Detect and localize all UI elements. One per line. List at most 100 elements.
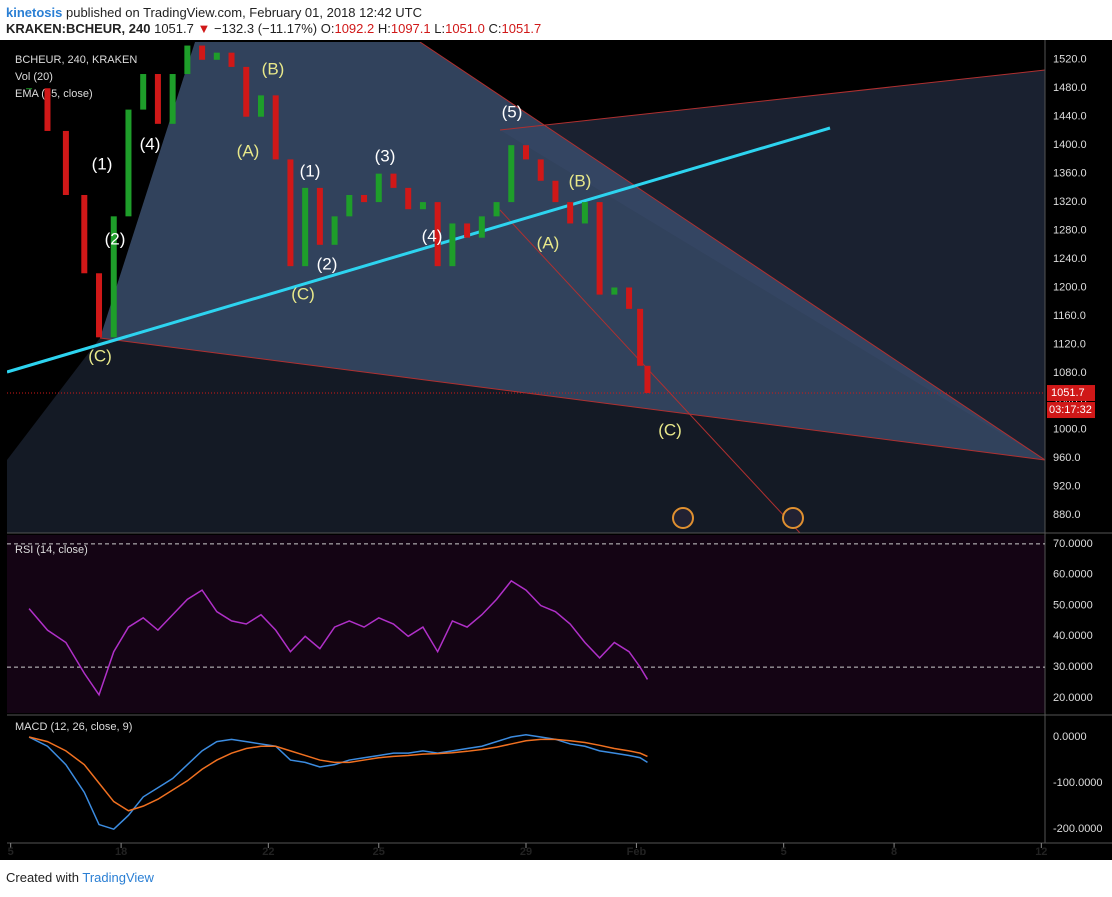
candle [199,45,206,60]
y-tick-label: 20.0000 [1053,692,1093,704]
x-tick-label: 5 [781,846,787,858]
candle [361,194,368,203]
y-tick-label: 50.0000 [1053,599,1093,611]
ohlc-label: O: [320,21,335,36]
candle [493,202,500,217]
x-tick-label: 8 [891,846,897,858]
header: kinetosis published on TradingView.com, … [6,3,541,39]
candle [44,88,51,131]
x-tick-label: 22 [262,846,274,858]
candle [257,95,264,117]
candle [154,74,161,124]
y-tick-label: 880.0 [1053,509,1081,521]
candle [375,173,382,203]
pane-title: BCHEUR, 240, KRAKEN [15,54,137,66]
footer: Created with TradingView [6,870,154,885]
countdown-tag [1047,402,1095,419]
candle [390,173,397,188]
wave-label: (B) [569,171,592,190]
wave-label: (A) [237,141,260,160]
candle [567,202,574,224]
y-tick-label: 1480.0 [1053,82,1087,94]
chart: BCHEUR, 240, KRAKEN Vol (20) EMA (55, cl… [0,40,1112,860]
candle [287,159,294,267]
ohlc-value: 1097.1 [390,21,431,36]
trend-line [419,42,1045,461]
support-line [7,126,831,374]
candle [26,88,33,90]
candle [62,130,69,195]
ohlc-value: 1051.7 [501,21,542,36]
ohlc-value: 1092.2 [334,21,375,36]
candle [581,202,588,224]
change: −132.3 (−11.17%) [213,21,318,36]
event-icon[interactable] [782,507,804,529]
x-tick-label: 12 [1035,846,1047,858]
wave-label: (2) [317,254,338,273]
candle [449,223,456,267]
pane-title: RSI (14, close) [15,544,88,556]
footer-text: Created with [6,870,79,885]
candle [243,66,250,117]
y-tick-label: 1320.0 [1053,196,1087,208]
candle [331,216,338,245]
candle [110,216,117,338]
candle [434,202,441,267]
wave-label: (4) [140,134,161,153]
brand[interactable]: TradingView [82,870,154,885]
fan-area [100,42,1045,460]
ohlc-label: L: [434,21,446,36]
arrow: ▼ [197,21,211,36]
last-price-label: 1051.7 [1051,387,1085,399]
published: published on TradingView.com, February 0… [65,5,423,20]
ohlc: O:1092.2 H:1097.1 L:1051.0 C:1051.7 [321,21,542,36]
y-tick-label: 1120.0 [1053,338,1086,350]
wave-label: (4) [422,226,443,245]
candle [464,223,471,238]
y-tick-label: 1280.0 [1053,224,1087,236]
event-icon[interactable] [672,507,694,529]
candle [523,145,529,160]
series-line [28,579,649,697]
candle [596,202,603,295]
candle [611,287,618,295]
candle [637,308,644,366]
candle [478,216,485,238]
wave-label: (B) [262,59,285,78]
candle [626,287,633,309]
candle [272,95,279,160]
upper-area [500,70,1045,460]
drawings [7,42,1045,533]
lower-area [7,338,1045,533]
y-tick-label: 40.0000 [1053,630,1093,642]
candle [405,187,412,210]
x-tick-label: Feb [627,846,647,858]
y-tick-label: 1520.0 [1053,54,1087,66]
trend-line [499,69,1045,131]
candle [316,187,323,245]
ohlc-value: 1051.0 [445,21,485,36]
wave-label: (C) [658,420,682,439]
y-tick-label: 60.0000 [1053,569,1093,581]
y-tick-label: 920.0 [1053,481,1081,493]
candle [213,52,220,60]
wave-label: (5) [502,102,523,121]
pane-title: MACD (12, 26, close, 9) [15,721,132,733]
y-tick-label: 1360.0 [1053,168,1087,180]
x-tick-label: 29 [520,846,532,858]
y-tick-label: 1080.0 [1053,367,1087,379]
candle [228,52,235,67]
wave-label: (1) [300,161,321,180]
x-tick-label: 25 [373,846,385,858]
ohlc-label: C: [488,21,502,36]
y-tick-label: 0.0000 [1053,731,1087,743]
publish-line: kinetosis published on TradingView.com, … [6,3,541,23]
indicator-label: Vol (20) [15,71,53,83]
candle [302,187,309,267]
author[interactable]: kinetosis [6,5,63,20]
y-tick-label: 1240.0 [1053,253,1087,265]
indicator-label: EMA (55, close) [15,88,93,100]
candle [81,194,88,274]
y-tick-label: 30.0000 [1053,661,1093,673]
